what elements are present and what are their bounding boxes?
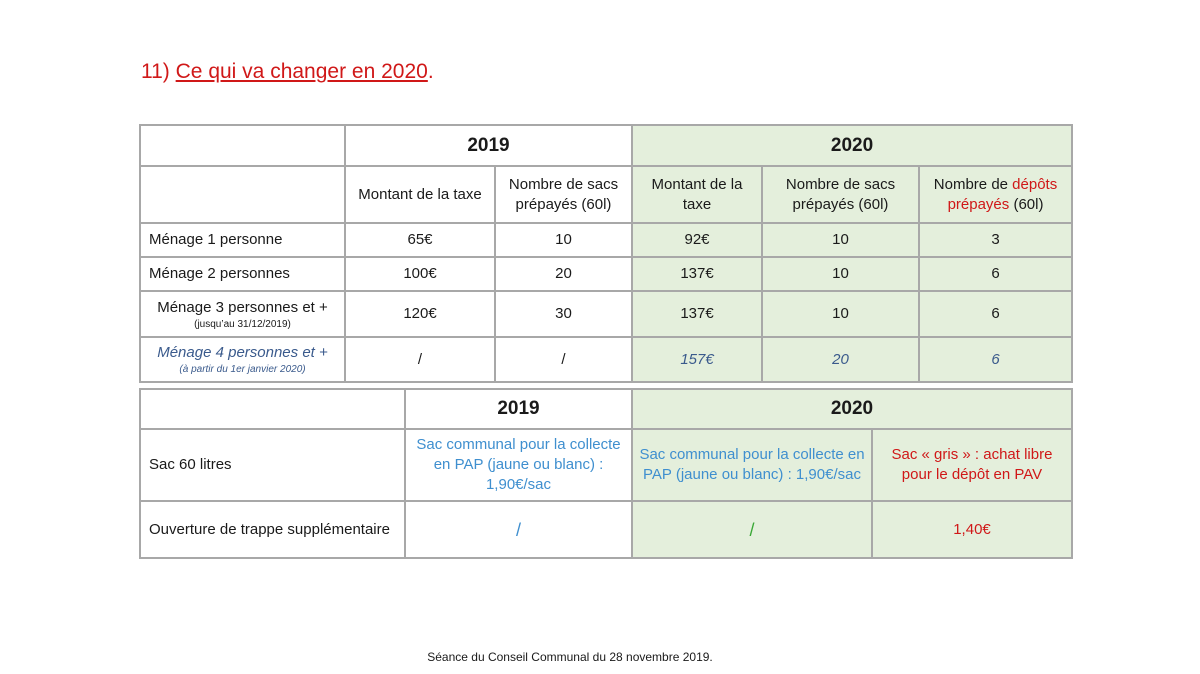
cell: 6 bbox=[917, 256, 1074, 292]
page-title: 11) Ce qui va changer en 2020. bbox=[141, 60, 434, 84]
cell: 100€ bbox=[344, 256, 496, 292]
depots-red: dépôts prépayés bbox=[947, 175, 1058, 213]
title-number: 11) bbox=[141, 60, 170, 83]
table-row: Ménage 2 personnes 100€ 20 137€ 10 6 bbox=[139, 256, 1074, 292]
header-depots-2020: Nombre de dépôts prépayés (60l) bbox=[917, 165, 1074, 224]
header-montant-2020: Montant de la taxe bbox=[631, 165, 763, 224]
header-2020: 2020 bbox=[631, 388, 1073, 430]
cell: 137€ bbox=[631, 256, 763, 292]
cell: Sac communal pour la collecte en PAP (ja… bbox=[404, 428, 633, 502]
cell: Sac communal pour la collecte en PAP (ja… bbox=[631, 428, 873, 502]
empty-cell bbox=[139, 388, 406, 430]
row-label: Ménage 4 personnes et + bbox=[157, 344, 328, 361]
table-row: Ménage 3 personnes et + (jusqu’au 31/12/… bbox=[139, 290, 1074, 338]
table-row: Ouverture de trappe supplémentaire / / 1… bbox=[139, 500, 1073, 559]
cell: 10 bbox=[761, 222, 920, 258]
cell: 1,40€ bbox=[871, 500, 1073, 559]
row-label: Ménage 2 personnes bbox=[139, 256, 346, 292]
cell: 10 bbox=[761, 290, 920, 338]
header-montant-2019: Montant de la taxe bbox=[344, 165, 496, 224]
header-2020: 2020 bbox=[630, 124, 1074, 167]
cell: 6 bbox=[917, 290, 1074, 338]
cell: 20 bbox=[494, 256, 633, 292]
cell: 30 bbox=[494, 290, 633, 338]
table-row: Sac 60 litres Sac communal pour la colle… bbox=[139, 428, 1073, 502]
row-sublabel: (jusqu’au 31/12/2019) bbox=[194, 318, 291, 330]
cell: 137€ bbox=[631, 290, 763, 338]
row-label: Ménage 3 personnes et + bbox=[157, 298, 328, 316]
header-sacs-2020: Nombre de sacs prépayés (60l) bbox=[761, 165, 920, 224]
row-label: Ouverture de trappe supplémentaire bbox=[139, 500, 406, 559]
cell: 20 bbox=[761, 336, 920, 383]
cell: / bbox=[631, 500, 873, 559]
cell: Sac « gris » : achat libre pour le dépôt… bbox=[871, 428, 1073, 502]
cell: 120€ bbox=[344, 290, 496, 338]
row-label-cell: Ménage 4 personnes et + (à partir du 1er… bbox=[139, 336, 346, 383]
row-label-cell: Ménage 3 personnes et + (jusqu’au 31/12/… bbox=[139, 290, 346, 338]
table-row: Ménage 4 personnes et + (à partir du 1er… bbox=[139, 336, 1074, 383]
cell: 92€ bbox=[631, 222, 763, 258]
cell: 10 bbox=[494, 222, 633, 258]
tax-comparison-table: 2019 2020 Montant de la taxe Nombre de s… bbox=[139, 124, 1074, 383]
footer-text: Séance du Conseil Communal du 28 novembr… bbox=[427, 650, 713, 664]
header-2019: 2019 bbox=[404, 388, 633, 430]
title-suffix: . bbox=[427, 60, 434, 83]
cell: / bbox=[344, 336, 496, 383]
header-2019: 2019 bbox=[344, 124, 633, 167]
row-label: Sac 60 litres bbox=[139, 428, 406, 502]
cell: / bbox=[494, 336, 633, 383]
cell: 157€ bbox=[631, 336, 763, 383]
depots-prefix: Nombre de bbox=[933, 175, 1008, 193]
cell: 6 bbox=[917, 336, 1074, 383]
empty-cell bbox=[139, 165, 346, 224]
cell: 3 bbox=[917, 222, 1074, 258]
table-row: Ménage 1 personne 65€ 10 92€ 10 3 bbox=[139, 222, 1074, 258]
title-text: Ce qui va changer en 2020 bbox=[175, 60, 428, 83]
cell: 65€ bbox=[344, 222, 496, 258]
row-sublabel: (à partir du 1er janvier 2020) bbox=[179, 364, 306, 375]
depots-suffix: (60l) bbox=[1013, 195, 1044, 213]
cell: / bbox=[404, 500, 633, 559]
cell: 10 bbox=[761, 256, 920, 292]
empty-cell bbox=[139, 124, 346, 167]
row-label: Ménage 1 personne bbox=[139, 222, 346, 258]
header-sacs-2019: Nombre de sacs prépayés (60l) bbox=[494, 165, 633, 224]
bag-comparison-table: 2019 2020 Sac 60 litres Sac communal pou… bbox=[139, 388, 1073, 559]
